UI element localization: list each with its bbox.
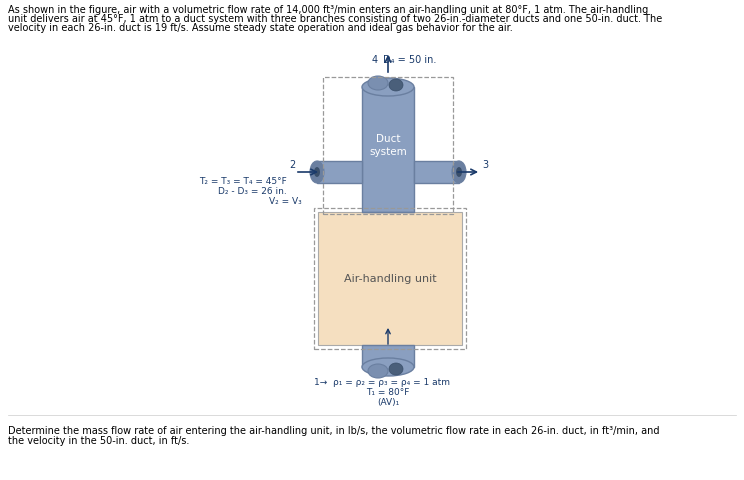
Text: 2: 2 xyxy=(289,160,295,169)
Text: Determine the mass flow rate of air entering the air-handling unit, in lb/s, the: Determine the mass flow rate of air ente… xyxy=(8,425,659,435)
Ellipse shape xyxy=(362,79,414,97)
Text: (AV)₁: (AV)₁ xyxy=(377,397,399,406)
Text: unit delivers air at 45°F, 1 atm to a duct system with three branches consisting: unit delivers air at 45°F, 1 atm to a du… xyxy=(8,14,662,24)
Text: Air-handling unit: Air-handling unit xyxy=(344,274,436,284)
Ellipse shape xyxy=(456,168,462,178)
Text: D₄ = 50 in.: D₄ = 50 in. xyxy=(383,55,437,65)
Bar xyxy=(414,162,459,184)
Ellipse shape xyxy=(368,77,388,91)
Text: As shown in the figure, air with a volumetric flow rate of 14,000 ft³/min enters: As shown in the figure, air with a volum… xyxy=(8,5,648,15)
Text: velocity in each 26-in. duct is 19 ft/s. Assume steady state operation and ideal: velocity in each 26-in. duct is 19 ft/s.… xyxy=(8,23,513,33)
Bar xyxy=(323,78,453,215)
Bar xyxy=(362,345,414,367)
Ellipse shape xyxy=(389,80,403,92)
Ellipse shape xyxy=(389,363,403,375)
Ellipse shape xyxy=(452,162,466,184)
Bar xyxy=(318,213,462,345)
Bar xyxy=(317,162,362,184)
Ellipse shape xyxy=(310,162,324,184)
Bar xyxy=(362,88,414,213)
Text: T₁ = 80°F: T₁ = 80°F xyxy=(366,387,410,396)
Text: 4: 4 xyxy=(372,55,378,65)
Text: D₂ - D₃ = 26 in.: D₂ - D₃ = 26 in. xyxy=(218,187,287,195)
Ellipse shape xyxy=(368,364,388,378)
Text: Duct
system: Duct system xyxy=(369,133,407,157)
Ellipse shape xyxy=(314,168,320,178)
Text: V₂ = V₃: V₂ = V₃ xyxy=(269,197,302,205)
Ellipse shape xyxy=(362,358,414,376)
Text: the velocity in the 50-in. duct, in ft/s.: the velocity in the 50-in. duct, in ft/s… xyxy=(8,435,190,445)
Text: 3: 3 xyxy=(482,160,488,169)
Text: T₂ = T₃ = T₄ = 45°F: T₂ = T₃ = T₄ = 45°F xyxy=(199,177,287,186)
Bar xyxy=(314,209,466,349)
Text: 1→  ρ₁ = ρ₂ = ρ₃ = ρ₄ = 1 atm: 1→ ρ₁ = ρ₂ = ρ₃ = ρ₄ = 1 atm xyxy=(314,377,450,386)
